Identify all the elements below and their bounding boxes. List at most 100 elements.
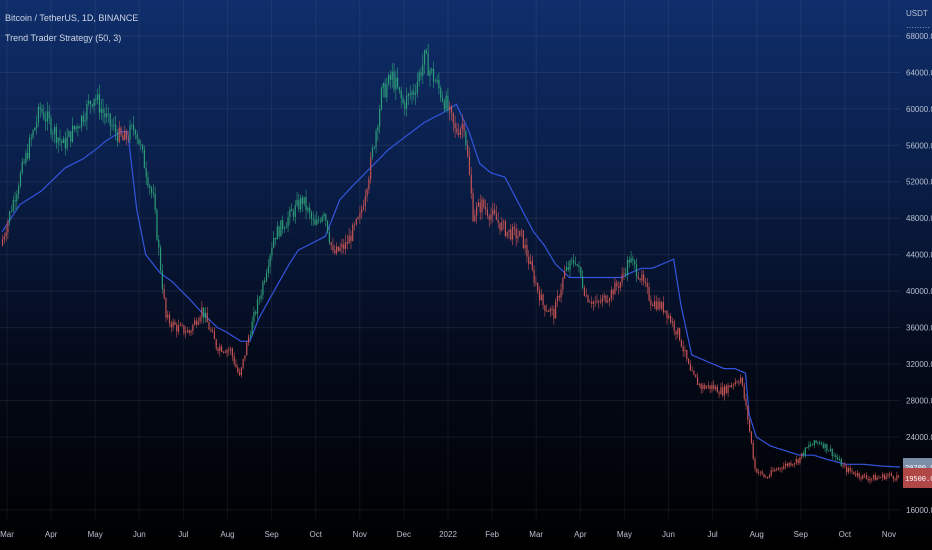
candle-body bbox=[838, 459, 841, 460]
candle-body bbox=[19, 172, 22, 187]
candle-body bbox=[571, 260, 573, 262]
candle-body bbox=[289, 209, 291, 218]
candle-body bbox=[195, 320, 198, 325]
candle-body bbox=[849, 467, 851, 471]
candle-body bbox=[201, 307, 203, 318]
candle-body bbox=[100, 108, 102, 113]
last-price-badge bbox=[903, 467, 932, 488]
candle-body bbox=[206, 312, 208, 323]
candle-body bbox=[887, 474, 889, 476]
candle-body bbox=[722, 387, 724, 396]
candle-body bbox=[235, 363, 237, 368]
y-tick-label: 68000.00 bbox=[906, 32, 932, 41]
candle-body bbox=[526, 244, 528, 257]
y-tick-label: 40000.00 bbox=[906, 287, 932, 296]
candle-body bbox=[55, 127, 57, 143]
candle-body bbox=[176, 324, 178, 332]
candle-body bbox=[463, 124, 465, 132]
x-tick-label: May bbox=[617, 530, 632, 539]
candle-body bbox=[120, 127, 122, 136]
candle-body bbox=[212, 330, 214, 332]
candle-body bbox=[452, 113, 454, 124]
x-tick-label: Oct bbox=[839, 530, 852, 539]
candle-body bbox=[632, 258, 634, 261]
candle-body bbox=[368, 178, 370, 190]
candle-body bbox=[400, 90, 402, 99]
candle-body bbox=[219, 346, 221, 351]
candle-body bbox=[743, 385, 745, 399]
candle-body bbox=[819, 442, 821, 444]
candle-body bbox=[553, 308, 555, 319]
y-tick-label: 56000.00 bbox=[906, 141, 932, 150]
candle-body bbox=[143, 149, 145, 169]
candle-body bbox=[203, 307, 205, 318]
y-tick-label: 44000.00 bbox=[906, 251, 932, 260]
candle-body bbox=[197, 321, 199, 325]
candle-body bbox=[813, 440, 815, 445]
candle-body bbox=[269, 255, 271, 267]
candle-body bbox=[883, 474, 885, 480]
x-tick-label: Apr bbox=[574, 530, 587, 539]
candle-body bbox=[217, 348, 219, 351]
candle-body bbox=[745, 398, 747, 406]
candle-body bbox=[833, 455, 835, 457]
candle-body bbox=[705, 386, 708, 389]
candle-body bbox=[429, 70, 431, 76]
candle-body bbox=[538, 290, 541, 301]
candle-body bbox=[95, 98, 97, 100]
candle-body bbox=[427, 52, 429, 76]
candle-body bbox=[549, 308, 551, 312]
candle-body bbox=[894, 478, 896, 480]
candle-body bbox=[700, 383, 702, 389]
candle-body bbox=[414, 92, 417, 95]
candle-body bbox=[238, 372, 241, 376]
candle-body bbox=[179, 324, 181, 326]
candle-body bbox=[364, 196, 366, 207]
candle-body bbox=[492, 209, 494, 215]
candle-body bbox=[689, 363, 691, 371]
candle-body bbox=[585, 295, 587, 297]
candle-body bbox=[716, 386, 718, 393]
candle-body bbox=[274, 237, 277, 240]
candle-body bbox=[797, 459, 799, 463]
candle-body bbox=[397, 77, 399, 88]
candle-body bbox=[856, 473, 858, 476]
candle-body bbox=[869, 479, 871, 481]
candle-body bbox=[107, 113, 110, 115]
x-tick-label: Apr bbox=[45, 530, 58, 539]
candle-body bbox=[294, 205, 296, 217]
candle-body bbox=[529, 261, 532, 264]
candle-body bbox=[21, 161, 23, 173]
x-axis[interactable]: Mar Apr May Jun Jul Aug Sep Oct Nov Dec 2022 Feb Mar… bbox=[0, 530, 896, 539]
candle-body bbox=[671, 321, 674, 323]
candle-body bbox=[752, 442, 754, 459]
candle-body bbox=[57, 137, 59, 143]
candle-body bbox=[889, 473, 891, 475]
candle-body bbox=[64, 138, 66, 149]
symbol-legend[interactable]: Bitcoin / TetherUS, 1D, BINANCE bbox=[5, 13, 139, 23]
candle-body bbox=[670, 315, 672, 323]
candle-body bbox=[350, 235, 352, 241]
candle-body bbox=[373, 147, 375, 148]
candle-body bbox=[725, 386, 727, 393]
candle-body bbox=[783, 466, 785, 470]
candle-body bbox=[422, 64, 424, 76]
candle-body bbox=[190, 330, 192, 333]
candle-body bbox=[738, 382, 740, 384]
candle-body bbox=[792, 464, 794, 466]
candle-body bbox=[267, 266, 269, 273]
candle-body bbox=[749, 419, 751, 432]
candle-body bbox=[163, 289, 165, 298]
candle-body bbox=[871, 478, 873, 480]
candle-body bbox=[213, 331, 216, 340]
candle-body bbox=[515, 228, 517, 239]
candle-body bbox=[407, 93, 409, 96]
candle-body bbox=[490, 214, 492, 220]
candle-body bbox=[582, 276, 584, 288]
strategy-legend[interactable]: Trend Trader Strategy (50, 3) bbox=[5, 33, 122, 43]
candle-body bbox=[648, 287, 650, 301]
candle-body bbox=[874, 475, 876, 481]
y-axis[interactable]: USDT ········· 68000.00 64000.00 60000.00 5… bbox=[906, 9, 932, 515]
